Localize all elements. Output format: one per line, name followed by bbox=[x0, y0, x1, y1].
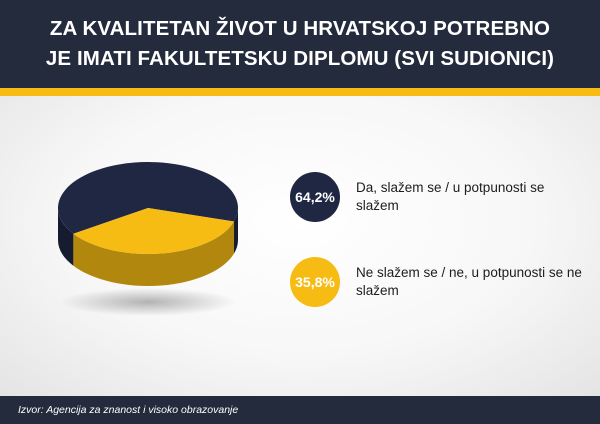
legend-value-disagree: 35,8% bbox=[295, 274, 335, 290]
page-title-line-2: JE IMATI FAKULTETSKU DIPLOMU (SVI SUDION… bbox=[45, 47, 555, 70]
pie-shadow bbox=[60, 288, 236, 316]
pie-slice-0 bbox=[58, 162, 239, 234]
pie-side-1 bbox=[73, 221, 235, 286]
accent-stripe bbox=[0, 88, 600, 96]
source-note: Izvor: Agencija za znanost i visoko obra… bbox=[18, 404, 239, 416]
pie-slice-1 bbox=[73, 208, 235, 254]
footer-bar: Izvor: Agencija za znanost i visoko obra… bbox=[0, 396, 600, 424]
legend-value-agree: 64,2% bbox=[295, 189, 335, 205]
legend-item-disagree: 35,8% Ne slažem se / ne, u potpunosti se… bbox=[290, 257, 586, 307]
legend-badge-disagree: 35,8% bbox=[290, 257, 340, 307]
legend-label-disagree: Ne slažem se / ne, u potpunosti se ne sl… bbox=[356, 265, 582, 298]
page-title-line-1: ZA KVALITETAN ŽIVOT U HRVATSKOJ POTREBNO bbox=[49, 17, 551, 40]
legend-label-agree: Da, slažem se / u potpunosti se slažem bbox=[356, 180, 545, 213]
legend-item-agree: 64,2% Da, slažem se / u potpunosti se sl… bbox=[290, 172, 586, 222]
pie-chart bbox=[58, 162, 239, 316]
header-bar: ZA KVALITETAN ŽIVOT U HRVATSKOJ POTREBNO… bbox=[0, 0, 600, 88]
legend-badge-agree: 64,2% bbox=[290, 172, 340, 222]
